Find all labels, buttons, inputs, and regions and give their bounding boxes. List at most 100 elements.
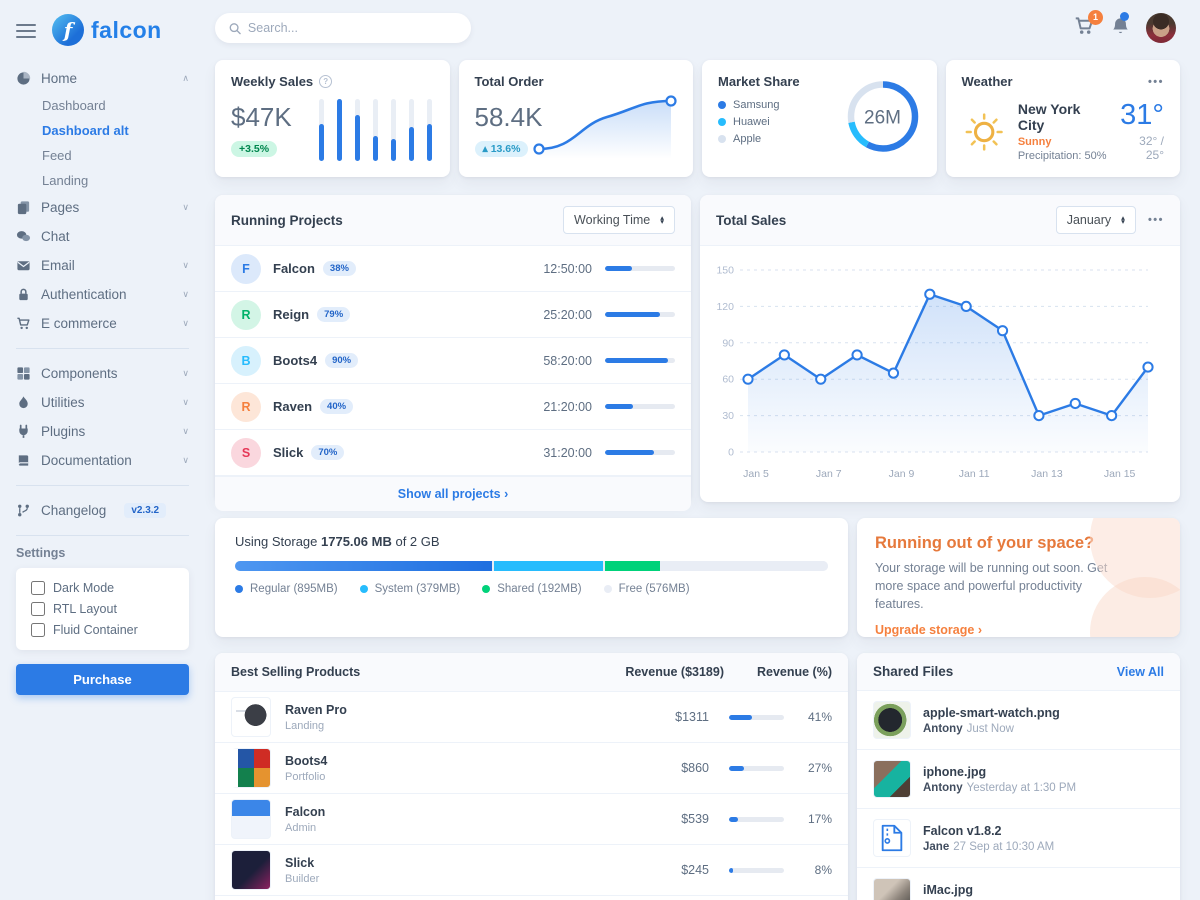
project-row[interactable]: R Raven 40% 21:20:00 xyxy=(215,384,691,430)
card-menu-icon[interactable]: ••• xyxy=(1147,75,1164,88)
shared-file-row[interactable]: iMac.jpgRowen23 Sep at 6:10 PM xyxy=(857,868,1180,900)
sidebar-item-plugins[interactable]: Plugins ∨ xyxy=(16,417,189,446)
project-row[interactable]: F Falcon 38% 12:50:00 xyxy=(215,246,691,292)
rtl-checkbox[interactable] xyxy=(31,602,45,616)
sidebar-item-pages[interactable]: Pages ∨ xyxy=(16,193,189,222)
project-avatar: R xyxy=(231,391,261,422)
chevron-right-icon: › xyxy=(977,623,982,637)
fluid-checkbox[interactable] xyxy=(31,623,45,637)
chevron-right-icon: › xyxy=(504,487,509,501)
chevron-down-icon: ∨ xyxy=(182,426,189,436)
sidebar-item-feed[interactable]: Feed xyxy=(42,148,72,163)
fluid-container-toggle[interactable]: Fluid Container xyxy=(31,623,174,637)
total-order-change-badge: ▴ 13.6% xyxy=(474,141,529,157)
project-avatar: F xyxy=(231,253,261,284)
chevron-down-icon: ∨ xyxy=(182,455,189,465)
table-row[interactable]: Raven Pro Landing $1311 41% xyxy=(215,692,848,743)
storage-segment xyxy=(494,561,604,571)
help-icon[interactable]: ? xyxy=(319,75,333,88)
storage-legend-item: Shared (192MB) xyxy=(482,583,582,595)
project-progress-badge: 90% xyxy=(325,353,359,368)
weather-range: 32° / 25° xyxy=(1139,134,1164,162)
select-value: Working Time xyxy=(574,213,651,227)
total-order-card: Total Order 58.4K ▴ 13.6% xyxy=(458,60,693,177)
sidebar-item-landing[interactable]: Landing xyxy=(42,173,89,188)
project-name: Boots4 xyxy=(273,353,318,368)
sidebar-item-ecommerce[interactable]: E commerce ∨ xyxy=(16,309,189,338)
weekly-sales-card: Weekly Sales? $47K +3.5% xyxy=(215,60,450,177)
project-progress-bar xyxy=(605,312,675,317)
sidebar-item-dashboard-alt[interactable]: Dashboard alt xyxy=(42,123,129,138)
card-menu-icon[interactable]: ••• xyxy=(1147,214,1164,226)
project-row[interactable]: S Slick 70% 31:20:00 xyxy=(215,430,691,476)
project-name: Raven xyxy=(273,399,313,414)
sidebar-item-documentation[interactable]: Documentation ∨ xyxy=(16,446,189,475)
file-name: apple-smart-watch.png xyxy=(923,705,1060,720)
file-thumbnail xyxy=(873,701,911,739)
dark-mode-checkbox[interactable] xyxy=(31,581,45,595)
sidebar-item-label: Utilities xyxy=(41,395,85,410)
weekly-bar xyxy=(318,99,324,161)
sidebar-item-authentication[interactable]: Authentication ∨ xyxy=(16,280,189,309)
pages-icon xyxy=(17,201,30,215)
show-all-projects-link[interactable]: Show all projects › xyxy=(215,476,691,511)
sidebar-item-utilities[interactable]: Utilities ∨ xyxy=(16,388,189,417)
svg-text:Jan 7: Jan 7 xyxy=(816,468,842,480)
divider xyxy=(16,485,189,486)
storage-card: Using Storage 1775.06 MB of 2 GB Regular… xyxy=(215,518,848,637)
shared-file-row[interactable]: apple-smart-watch.png Antony Just Now xyxy=(857,691,1180,750)
project-progress-badge: 70% xyxy=(311,445,345,460)
table-row[interactable] xyxy=(215,896,848,900)
project-progress-bar xyxy=(605,266,675,271)
legend-item: Samsung xyxy=(718,99,921,111)
svg-text:Jan 11: Jan 11 xyxy=(959,468,990,480)
dark-mode-toggle[interactable]: Dark Mode xyxy=(31,581,174,595)
project-row[interactable]: B Boots4 90% 58:20:00 xyxy=(215,338,691,384)
table-row[interactable]: Slick Builder $245 8% xyxy=(215,845,848,896)
product-category: Portfolio xyxy=(285,770,326,783)
project-progress-bar xyxy=(605,450,675,455)
shared-file-row[interactable]: iphone.jpg Antony Yesterday at 1:30 PM xyxy=(857,750,1180,809)
product-name: Raven Pro xyxy=(285,702,347,717)
book-icon xyxy=(18,455,29,466)
product-revenue: $1311 xyxy=(675,710,709,724)
product-thumbnail xyxy=(231,799,271,839)
product-thumbnail xyxy=(231,850,271,890)
divider xyxy=(16,535,189,536)
revenue-progress-bar xyxy=(729,714,784,720)
cart-button[interactable]: 1 xyxy=(1074,9,1103,41)
table-row[interactable]: Boots4 Portfolio $860 27% xyxy=(215,743,848,794)
table-row[interactable]: Falcon Admin $539 17% xyxy=(215,794,848,845)
project-row[interactable]: R Reign 79% 25:20:00 xyxy=(215,292,691,338)
sidebar-item-dashboard[interactable]: Dashboard xyxy=(42,98,106,113)
search-box[interactable] xyxy=(215,13,471,43)
product-revenue-pct: 8% xyxy=(814,863,832,877)
sidebar-item-email[interactable]: Email ∨ xyxy=(16,251,189,280)
total-order-value: 58.4K xyxy=(474,102,543,132)
working-time-select[interactable]: Working Time ▴ ▾ xyxy=(563,206,675,234)
file-meta: Antony Yesterday at 1:30 PM xyxy=(923,781,1077,794)
project-time: 12:50:00 xyxy=(543,261,592,276)
shared-file-row[interactable]: Falcon v1.8.2 Jane 27 Sep at 10:30 AM xyxy=(857,809,1180,868)
view-all-link[interactable]: View All xyxy=(1116,664,1164,679)
search-input[interactable] xyxy=(247,21,457,35)
project-name: Reign xyxy=(273,307,310,322)
sidebar-item-home[interactable]: Home ∧ xyxy=(16,64,189,93)
rtl-layout-toggle[interactable]: RTL Layout xyxy=(31,602,174,616)
month-select[interactable]: January ▴ ▾ xyxy=(1055,206,1136,234)
upgrade-storage-link[interactable]: Upgrade storage › xyxy=(875,623,982,637)
app-logo[interactable]: f falcon xyxy=(52,14,162,46)
sidebar-item-label: Documentation xyxy=(41,453,132,468)
sidebar-item-components[interactable]: Components ∨ xyxy=(16,359,189,388)
sidebar: f falcon Home ∧ Dashboard Dashboard alt … xyxy=(0,0,205,900)
menu-toggle-icon[interactable] xyxy=(16,22,36,38)
notifications-button[interactable] xyxy=(1111,11,1130,41)
purchase-button[interactable]: Purchase xyxy=(16,664,189,695)
sidebar-item-changelog[interactable]: Changelog v2.3.2 xyxy=(16,496,189,525)
search-icon xyxy=(229,22,241,34)
storage-segment xyxy=(605,561,661,571)
storage-progress-bar xyxy=(235,561,828,571)
sidebar-item-chat[interactable]: Chat xyxy=(16,222,189,251)
user-avatar[interactable] xyxy=(1146,13,1176,43)
card-title: Market Share xyxy=(718,74,800,89)
